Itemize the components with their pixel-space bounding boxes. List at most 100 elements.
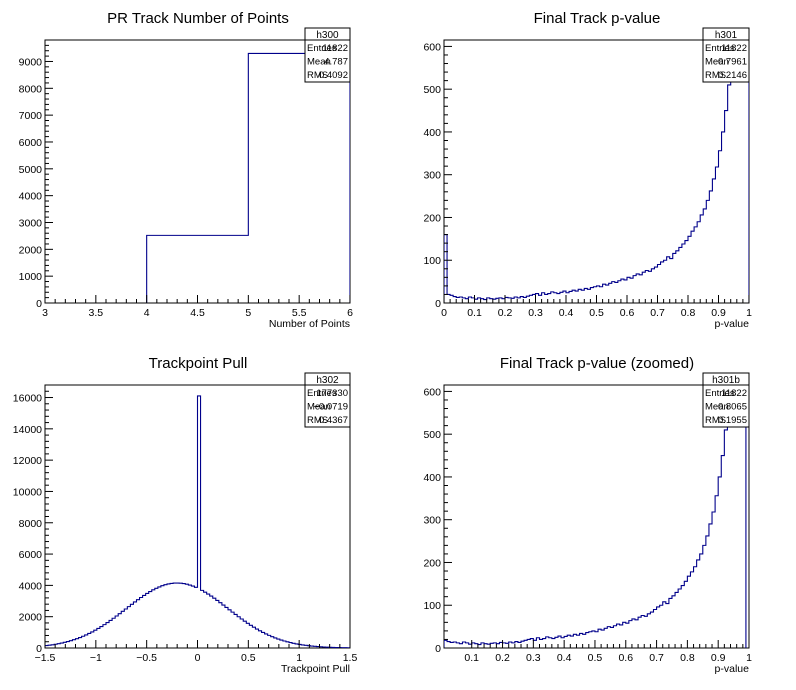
stats-label: Mean (705, 57, 729, 68)
x-tick-label: 0.9 (711, 652, 726, 664)
x-tick-label: 3.5 (89, 307, 104, 319)
y-tick-label: 600 (423, 386, 441, 398)
y-tick-label: 500 (423, 84, 441, 96)
stats-value: 0.4092 (319, 70, 348, 81)
stats-value: 4.787 (324, 57, 348, 68)
x-tick-label: 0.9 (711, 307, 726, 319)
y-tick-label: 200 (423, 212, 441, 224)
y-tick-label: 12000 (13, 455, 42, 467)
x-tick-label: 0.2 (498, 307, 513, 319)
x-tick-label: 0.1 (464, 652, 479, 664)
x-tick-label: 0.4 (557, 652, 572, 664)
stats-label: Entries (705, 388, 735, 399)
x-tick-label: 0.5 (241, 652, 256, 664)
stats-value: 0.2146 (718, 70, 747, 81)
y-tick-label: 9000 (19, 56, 43, 68)
panel-final-track-pvalue: Final Track p-value p-value 0 0.1 0.2 0.3 0.… (423, 10, 752, 330)
chart-title: PR Track Number of Points (107, 10, 289, 27)
y-tick-label: 2000 (19, 244, 43, 256)
x-tick-label: 0.2 (495, 652, 510, 664)
y-tick-label: 0 (435, 643, 441, 655)
y-tick-label: 100 (423, 255, 441, 267)
x-axis-label: Trackpoint Pull (281, 663, 350, 675)
stats-box-title: h300 (316, 30, 339, 41)
x-tick-label: −0.5 (136, 652, 157, 664)
y-tick-label: 3000 (19, 217, 43, 229)
stats-box-title: h301b (712, 375, 740, 386)
x-tick-label: 0.3 (526, 652, 541, 664)
y-tick-label: 300 (423, 170, 441, 182)
y-tick-label: 10000 (13, 486, 42, 498)
y-tick-label: 6000 (19, 549, 43, 561)
y-tick-label: 200 (423, 557, 441, 569)
panel-trackpoint-pull: Trackpoint Pull Trackpoint Pull −1.5 −1 −0… (13, 355, 358, 675)
y-tick-label: 4000 (19, 191, 43, 203)
chart-title: Final Track p-value (534, 10, 661, 27)
x-tick-label: 0.6 (618, 652, 633, 664)
y-tick-label: 0 (36, 298, 42, 310)
x-axis-label: p-value (715, 318, 750, 330)
y-tick-label: 400 (423, 472, 441, 484)
y-tick-label: 8000 (19, 518, 43, 530)
y-tick-label: 8000 (19, 83, 43, 95)
stats-label: Entries (307, 43, 337, 54)
stats-label: Mean (307, 402, 331, 413)
stats-label: Mean (307, 57, 331, 68)
y-tick-label: 500 (423, 429, 441, 441)
x-tick-label: 3 (42, 307, 48, 319)
y-tick-label: 300 (423, 515, 441, 527)
histogram-series (444, 385, 747, 648)
x-tick-label: 0.8 (681, 307, 696, 319)
stats-value: 0.4367 (319, 415, 348, 426)
stats-box-title: h302 (316, 375, 339, 386)
chart-title: Final Track p-value (zoomed) (500, 355, 694, 372)
stats-label: Mean (705, 402, 729, 413)
x-tick-label: 0.1 (467, 307, 482, 319)
y-tick-label: 0 (36, 643, 42, 655)
x-tick-label: 4 (144, 307, 150, 319)
x-tick-label: 5.5 (292, 307, 307, 319)
x-tick-label: 0 (195, 652, 201, 664)
stats-label: Entries (705, 43, 735, 54)
x-axis-label: p-value (715, 663, 750, 675)
x-tick-label: 0.5 (589, 307, 604, 319)
x-tick-label: 4.5 (190, 307, 205, 319)
stats-box-frame (702, 27, 750, 83)
panel-pr-track-points: PR Track Number of Points Number of Poin… (19, 10, 353, 330)
y-tick-label: 400 (423, 127, 441, 139)
y-tick-label: 6000 (19, 137, 43, 149)
x-tick-label: 1 (746, 652, 752, 664)
x-tick-label: 1.5 (343, 652, 358, 664)
y-tick-label: 0 (435, 298, 441, 310)
plot-frame (443, 384, 750, 649)
stats-label: Entries (307, 388, 337, 399)
y-tick-label: 7000 (19, 110, 43, 122)
stats-value: 0.8065 (718, 402, 747, 413)
stats-label: RMS (705, 415, 726, 426)
y-tick-label: 5000 (19, 164, 43, 176)
stats-value: 177330 (316, 388, 348, 399)
x-axis-label: Number of Points (269, 318, 350, 330)
x-tick-label: −1 (90, 652, 102, 664)
chart-title: Trackpoint Pull (149, 355, 248, 372)
y-tick-label: 2000 (19, 612, 43, 624)
x-tick-label: 0.4 (559, 307, 574, 319)
x-tick-label: 0 (441, 307, 447, 319)
stats-box-frame (702, 372, 750, 428)
x-tick-label: 0.8 (680, 652, 695, 664)
y-tick-label: 100 (423, 600, 441, 612)
histogram-series (444, 40, 749, 303)
y-tick-label: 14000 (13, 424, 42, 436)
x-tick-label: −1.5 (35, 652, 56, 664)
stats-value: −0.0719 (313, 402, 348, 413)
stats-value: 11822 (322, 43, 348, 54)
histogram-series (146, 52, 350, 303)
x-tick-label: 0.3 (528, 307, 543, 319)
stats-box-title: h301 (715, 30, 738, 41)
